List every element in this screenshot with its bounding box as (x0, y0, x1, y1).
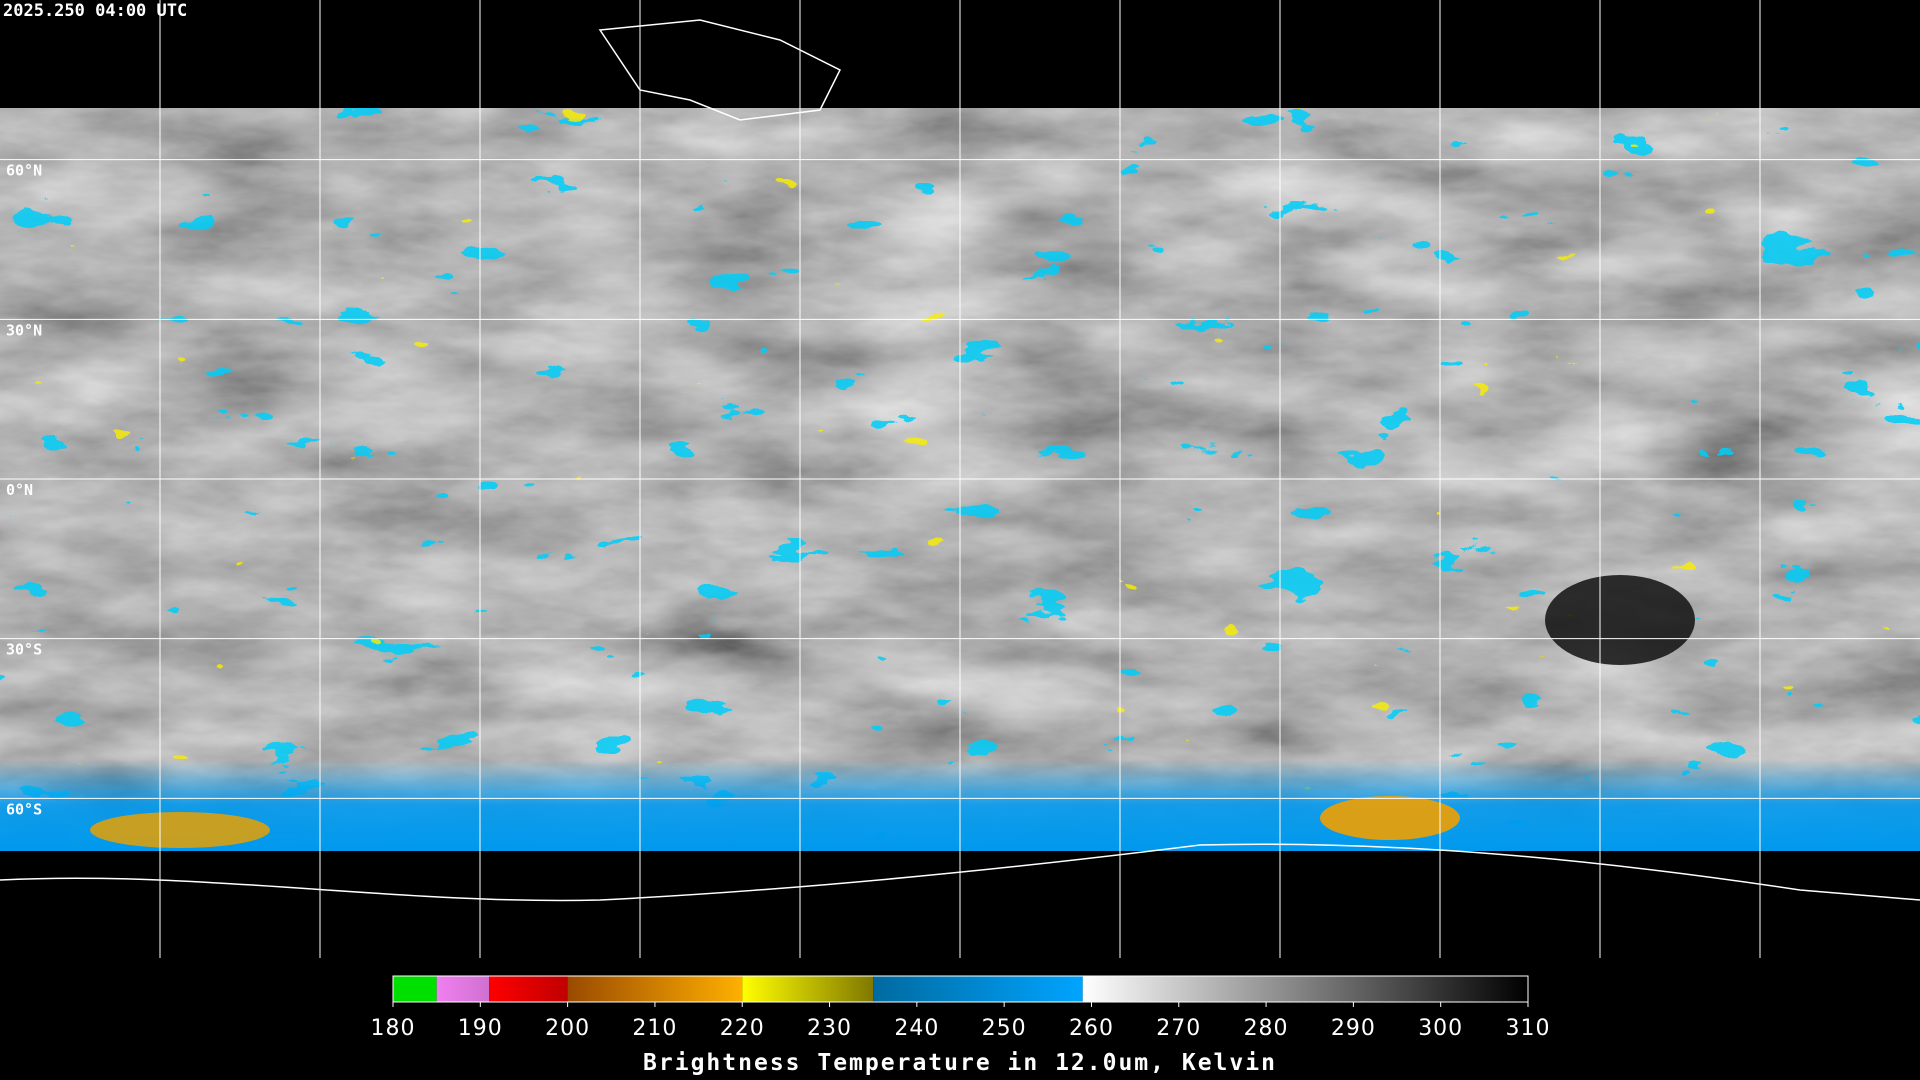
tick-label: 310 (1506, 1016, 1551, 1041)
colorbar-segment (567, 976, 743, 1002)
storm (90, 812, 270, 848)
satellite-map: 60°N 30°N 0°N 30°S 60°S 2025.250 04:00 UTC (0, 0, 1920, 958)
lat-label: 30°N (6, 321, 42, 339)
colorbar: 180 190 200 210 220 230 240 250 260 270 280 290 300 3… (371, 975, 1551, 1076)
colorbar-segment (393, 976, 437, 1002)
colorbar-segment (873, 976, 1083, 1002)
tick-label: 280 (1244, 1016, 1289, 1041)
colorbar-segment (489, 976, 568, 1002)
colorbar-title: Brightness Temperature in 12.0um, Kelvin (643, 1050, 1277, 1076)
colorbar-ticks: 180 190 200 210 220 230 240 250 260 270 280 290 300 3… (371, 1002, 1551, 1041)
tick-label: 190 (458, 1016, 503, 1041)
colorbar-segments (393, 976, 1528, 1002)
colorbar-segment (742, 976, 874, 1002)
colorbar-segment (436, 976, 490, 1002)
coastline (0, 843, 1920, 902)
storm (1320, 796, 1460, 840)
lat-label: 0°N (6, 481, 33, 499)
tick-label: 180 (371, 1016, 416, 1041)
lat-label: 60°S (6, 800, 42, 818)
tick-label: 250 (982, 1016, 1027, 1041)
latitude-labels: 60°N 30°N 0°N 30°S 60°S (6, 162, 42, 819)
colorbar-frame (392, 975, 1529, 1003)
tick-label: 290 (1331, 1016, 1376, 1041)
graticule (0, 0, 1920, 958)
tick-label: 220 (720, 1016, 765, 1041)
coastline (598, 19, 842, 121)
timestamp: 2025.250 04:00 UTC (3, 1, 187, 21)
colorbar-segment (1082, 976, 1528, 1002)
tick-label: 240 (894, 1016, 939, 1041)
tick-label: 270 (1156, 1016, 1201, 1041)
tick-label: 230 (807, 1016, 852, 1041)
tick-label: 300 (1418, 1016, 1463, 1041)
tick-label: 200 (545, 1016, 590, 1041)
lat-label: 60°N (6, 162, 42, 180)
australia-clear-sky (1545, 575, 1695, 665)
lat-label: 30°S (6, 641, 42, 659)
tick-label: 260 (1069, 1016, 1114, 1041)
tick-label: 210 (632, 1016, 677, 1041)
